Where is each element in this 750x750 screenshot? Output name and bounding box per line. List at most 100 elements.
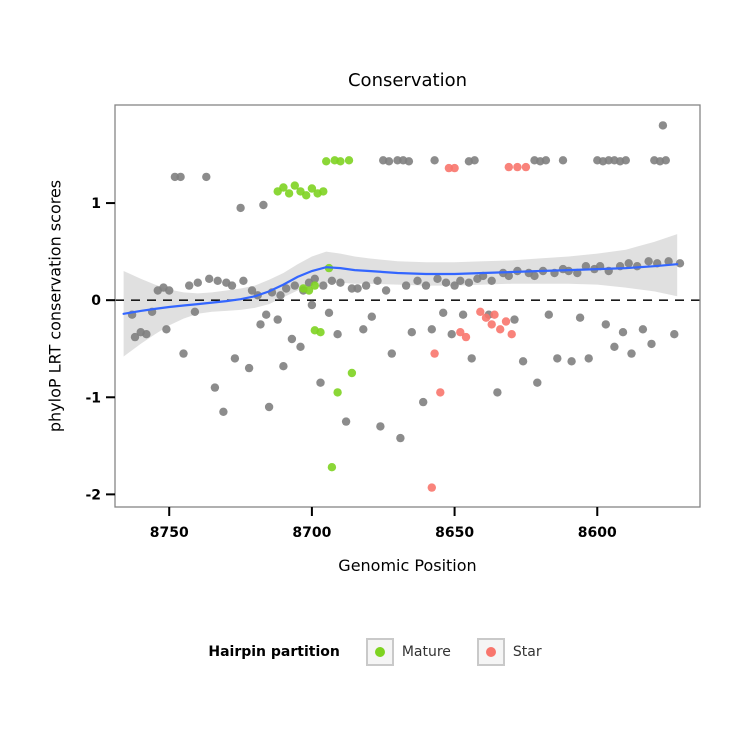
- data-point-other: [533, 378, 542, 387]
- legend-entry-star: Star: [476, 638, 542, 666]
- data-point-other: [316, 378, 325, 387]
- data-point-other: [518, 357, 528, 366]
- chart-title: Conservation: [347, 70, 467, 91]
- data-point-other: [287, 334, 297, 344]
- data-point-other: [190, 307, 200, 316]
- data-point-other: [610, 342, 619, 351]
- data-point-other: [404, 157, 414, 166]
- data-point-other: [584, 354, 593, 363]
- data-point-other: [504, 271, 513, 281]
- data-point-other: [307, 300, 317, 310]
- legend-key-mature: [365, 638, 394, 666]
- y-tick-label: -2: [85, 487, 101, 503]
- data-point-mature: [336, 157, 345, 166]
- data-point-other: [419, 397, 428, 407]
- data-point-other: [213, 276, 222, 285]
- data-point-other: [413, 276, 422, 285]
- legend-label-star: Star: [512, 644, 542, 660]
- data-point-other: [276, 291, 285, 300]
- x-tick-label: 8600: [578, 525, 617, 541]
- data-point-other: [336, 278, 345, 287]
- data-point-other: [202, 172, 211, 182]
- data-point-other: [130, 332, 140, 342]
- legend-title: Hairpin partition: [208, 644, 340, 660]
- data-point-other: [193, 278, 202, 287]
- data-point-other: [567, 357, 576, 366]
- data-point-mature: [344, 156, 354, 165]
- data-point-other: [367, 312, 376, 321]
- data-point-other: [441, 278, 451, 287]
- data-point-other: [644, 257, 653, 266]
- data-point-other: [219, 407, 228, 416]
- data-point-other: [487, 276, 496, 285]
- data-point-other: [273, 315, 282, 324]
- legend-key-star: [476, 638, 505, 666]
- data-point-star: [487, 320, 496, 329]
- plot-area: 8750 8700 8650 8600 1 0 -1 -2: [85, 104, 701, 541]
- data-point-other: [447, 330, 456, 339]
- data-point-other: [244, 363, 254, 373]
- data-point-other: [264, 402, 274, 412]
- data-point-other: [647, 339, 656, 349]
- data-point-other: [353, 284, 362, 293]
- data-point-mature: [333, 388, 342, 397]
- data-point-other: [324, 308, 334, 317]
- data-point-other: [162, 325, 171, 334]
- data-point-mature: [284, 189, 294, 198]
- legend-entry-mature: Mature: [365, 638, 451, 666]
- data-point-star: [513, 162, 522, 172]
- data-point-other: [401, 281, 411, 290]
- data-point-other: [661, 156, 670, 165]
- data-point-other: [675, 259, 685, 268]
- mature-dot-icon: [374, 647, 385, 657]
- data-point-other: [359, 325, 368, 334]
- data-point-star: [456, 328, 465, 337]
- x-axis-label: Genomic Position: [338, 556, 477, 575]
- data-point-other: [381, 286, 391, 295]
- data-point-star: [521, 162, 531, 172]
- data-point-other: [239, 276, 248, 285]
- y-tick-label: 0: [91, 293, 101, 309]
- data-point-other: [553, 354, 562, 363]
- data-point-other: [458, 310, 468, 319]
- data-point-other: [384, 157, 394, 166]
- data-point-other: [210, 383, 220, 392]
- ci-band: [123, 234, 678, 357]
- data-point-other: [176, 172, 185, 182]
- data-point-star: [436, 388, 445, 397]
- smooth-trend-line: [122, 263, 679, 315]
- data-point-other: [658, 121, 668, 130]
- legend-label-mature: Mature: [401, 644, 451, 660]
- data-point-other: [296, 342, 305, 351]
- data-point-star: [450, 163, 459, 173]
- data-point-other: [638, 325, 648, 334]
- data-point-other: [407, 328, 416, 337]
- y-tick-label: -1: [85, 390, 101, 406]
- data-point-mature: [316, 328, 325, 337]
- data-point-star: [461, 332, 471, 342]
- data-point-other: [530, 271, 539, 281]
- data-point-other: [427, 325, 436, 334]
- data-point-mature: [319, 187, 328, 196]
- legend: Hairpin partition Mature Star: [65, 638, 685, 666]
- data-point-other: [319, 281, 328, 290]
- data-point-other: [236, 203, 245, 213]
- data-point-other: [227, 281, 237, 290]
- data-point-other: [247, 286, 257, 295]
- data-point-other: [624, 259, 633, 268]
- y-tick-label: 1: [91, 196, 101, 212]
- data-point-mature: [310, 281, 319, 290]
- x-tick-label: 8650: [435, 525, 474, 541]
- data-point-other: [510, 315, 519, 324]
- data-point-other: [558, 156, 568, 165]
- data-point-other: [470, 156, 479, 165]
- data-point-other: [601, 320, 610, 329]
- data-point-other: [205, 274, 214, 283]
- data-point-star: [481, 313, 491, 322]
- data-point-star: [504, 162, 513, 172]
- data-point-other: [627, 349, 636, 358]
- data-point-other: [396, 433, 405, 443]
- data-point-star: [430, 349, 439, 358]
- data-point-mature: [347, 368, 357, 378]
